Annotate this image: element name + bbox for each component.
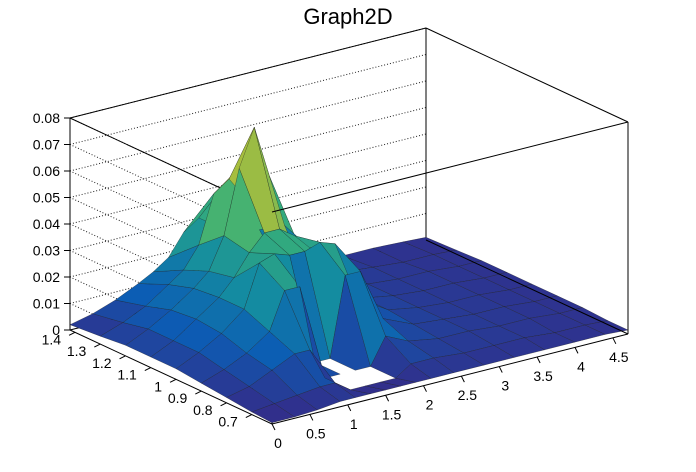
y-tick-mark (119, 355, 126, 360)
x-tick-label: 3.5 (533, 368, 553, 384)
z-tick-label: 0.03 (33, 243, 60, 259)
surface-mesh (69, 126, 629, 423)
y-tick-label: 1.3 (67, 343, 87, 359)
frame-front (271, 27, 629, 425)
z-tick-label: 0.01 (33, 296, 60, 312)
x-tick-label: 4.5 (609, 349, 629, 365)
grid-line-back-wall (69, 80, 427, 172)
axis-ticks: 0 0.5 1 1.5 2 2.5 3 3.5 4 4.5 0.7 0.8 0.9 1 1.1 1.2 1.3 1… (33, 110, 629, 451)
frame-edge (425, 239, 629, 335)
z-tick-label: 0.07 (33, 137, 60, 153)
x-tick-mark (385, 395, 390, 402)
frame-edge (69, 27, 427, 119)
x-tick-mark (498, 366, 503, 373)
x-tick-label: 2.5 (458, 387, 478, 403)
x-tick-label: 0 (274, 435, 282, 451)
x-tick-mark (309, 414, 314, 421)
grid-line-back-wall (69, 54, 427, 145)
grid-line-left-wall (69, 197, 273, 292)
frame-edge (425, 27, 629, 123)
y-tick-mark (220, 402, 227, 407)
x-tick-mark (574, 347, 579, 354)
z-tick-label: 0.06 (33, 163, 60, 179)
x-tick-mark (536, 356, 541, 364)
frame-edge (271, 121, 629, 213)
y-tick-label: 0.8 (193, 402, 213, 418)
x-tick-label: 1.5 (382, 406, 402, 422)
x-tick-label: 4 (577, 358, 585, 374)
y-tick-mark (245, 414, 253, 419)
grid-line-left-wall (69, 144, 273, 239)
x-tick-mark (612, 337, 617, 345)
frame-edge (271, 333, 629, 425)
y-tick-mark (144, 367, 152, 372)
x-tick-label: 2 (426, 397, 434, 413)
x-tick-mark (460, 375, 465, 383)
x-tick-label: 1 (350, 416, 358, 432)
x-tick-label: 3 (501, 378, 509, 394)
surface-cell (584, 320, 629, 335)
x-tick-mark (271, 423, 276, 431)
z-tick-label: 0.05 (33, 190, 60, 206)
x-tick-mark (347, 404, 352, 412)
y-tick-label: 0.7 (218, 414, 238, 430)
grid-line-left-wall (69, 170, 273, 266)
y-tick-label: 1.2 (92, 355, 112, 371)
z-tick-label: 0.08 (33, 110, 60, 126)
y-tick-label: 1.4 (42, 331, 62, 347)
y-tick-mark (94, 343, 101, 348)
x-tick-label: 0.5 (306, 425, 326, 441)
y-tick-label: 1 (154, 378, 162, 394)
y-tick-mark (68, 331, 76, 336)
y-tick-mark (195, 390, 202, 395)
chart-title: Graph2D (303, 4, 393, 29)
x-tick-mark (423, 385, 427, 392)
z-tick-label: 0.04 (33, 216, 60, 232)
z-tick-label: 0 (52, 322, 60, 338)
frame-edge (69, 329, 273, 425)
z-tick-label: 0.02 (33, 269, 60, 285)
y-tick-mark (169, 378, 177, 383)
y-tick-label: 0.9 (168, 390, 188, 406)
y-tick-label: 1.1 (117, 367, 137, 383)
